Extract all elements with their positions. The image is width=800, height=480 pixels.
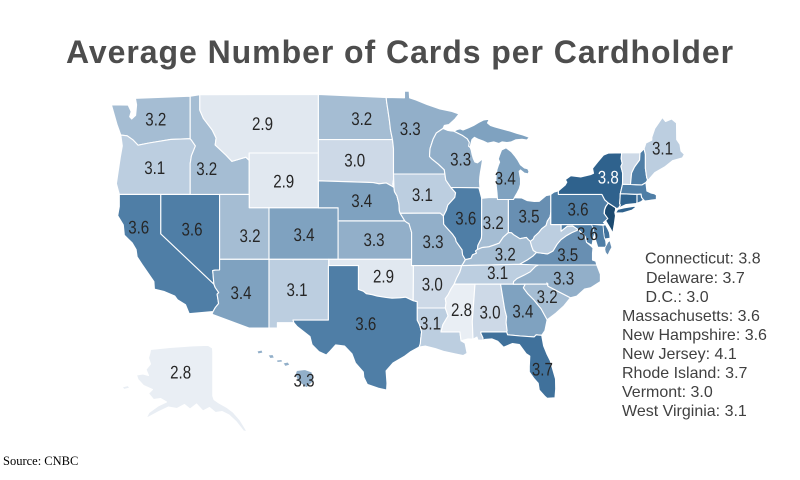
- svg-text:Average Number of Cards per Ca: Average Number of Cards per Cardholder: [66, 34, 734, 70]
- svg-text:3.0: 3.0: [480, 302, 501, 323]
- svg-text:Rhode Island: 3.7: Rhode Island: 3.7: [622, 365, 748, 382]
- svg-text:3.2: 3.2: [351, 108, 372, 129]
- svg-text:2.9: 2.9: [252, 113, 273, 134]
- svg-text:3.4: 3.4: [294, 224, 315, 245]
- svg-text:New Hampshire: 3.6: New Hampshire: 3.6: [622, 327, 767, 344]
- svg-text:2.8: 2.8: [170, 361, 191, 382]
- svg-text:West Virginia: 3.1: West Virginia: 3.1: [622, 403, 747, 420]
- svg-text:D.C.: 3.0: D.C.: 3.0: [646, 289, 709, 306]
- svg-text:3.2: 3.2: [483, 212, 504, 233]
- svg-text:3.3: 3.3: [553, 267, 574, 288]
- svg-text:3.4: 3.4: [231, 282, 252, 303]
- svg-text:Source: CNBC: Source: CNBC: [3, 454, 78, 468]
- svg-text:3.1: 3.1: [144, 157, 165, 178]
- svg-text:3.1: 3.1: [287, 279, 308, 300]
- svg-text:3.1: 3.1: [420, 313, 441, 334]
- svg-text:Connecticut: 3.8: Connecticut: 3.8: [645, 250, 761, 267]
- svg-text:3.4: 3.4: [495, 168, 516, 189]
- svg-text:3.4: 3.4: [512, 300, 533, 321]
- svg-text:3.8: 3.8: [598, 167, 619, 188]
- svg-text:3.5: 3.5: [519, 206, 540, 227]
- svg-text:3.0: 3.0: [422, 274, 443, 295]
- svg-text:2.9: 2.9: [273, 170, 294, 191]
- svg-text:Massachusetts: 3.6: Massachusetts: 3.6: [622, 308, 760, 325]
- svg-text:Vermont: 3.0: Vermont: 3.0: [622, 384, 713, 401]
- svg-text:3.6: 3.6: [568, 199, 589, 220]
- svg-text:3.3: 3.3: [423, 231, 444, 252]
- svg-text:3.2: 3.2: [145, 108, 166, 129]
- svg-text:3.2: 3.2: [196, 158, 217, 179]
- svg-text:3.0: 3.0: [344, 150, 365, 171]
- svg-text:3.1: 3.1: [487, 262, 508, 283]
- svg-text:3.3: 3.3: [364, 229, 385, 250]
- svg-text:3.6: 3.6: [128, 217, 149, 238]
- svg-text:3.3: 3.3: [294, 370, 315, 391]
- svg-text:3.5: 3.5: [557, 244, 578, 265]
- svg-text:3.6: 3.6: [355, 313, 376, 334]
- svg-text:3.1: 3.1: [412, 184, 433, 205]
- svg-text:3.2: 3.2: [495, 243, 516, 264]
- svg-text:3.2: 3.2: [537, 286, 558, 307]
- svg-text:3.1: 3.1: [652, 138, 673, 159]
- svg-text:2.8: 2.8: [451, 299, 472, 320]
- svg-text:2.9: 2.9: [373, 265, 394, 286]
- svg-text:3.6: 3.6: [455, 208, 476, 229]
- svg-text:3.6: 3.6: [577, 223, 598, 244]
- svg-text:Delaware: 3.7: Delaware: 3.7: [646, 270, 745, 287]
- svg-text:3.7: 3.7: [532, 359, 553, 380]
- svg-text:3.2: 3.2: [240, 225, 261, 246]
- svg-text:New Jersey: 4.1: New Jersey: 4.1: [622, 346, 737, 363]
- svg-text:3.4: 3.4: [351, 190, 372, 211]
- svg-text:3.3: 3.3: [400, 118, 421, 139]
- svg-text:3.6: 3.6: [182, 218, 203, 239]
- svg-text:3.3: 3.3: [450, 148, 471, 169]
